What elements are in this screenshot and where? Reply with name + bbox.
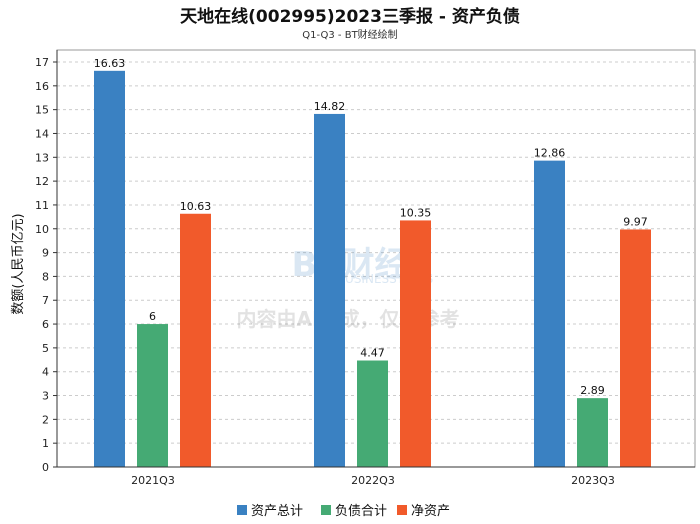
data-label: 2.89: [580, 384, 605, 397]
data-label: 6: [149, 310, 156, 323]
y-tick-label: 4: [42, 366, 49, 379]
y-tick-label: 7: [42, 294, 49, 307]
chart-title: 天地在线(002995)2023三季报 - 资产负债: [180, 6, 520, 27]
y-tick-label: 5: [42, 342, 49, 355]
data-label: 10.63: [180, 200, 212, 213]
data-label: 16.63: [94, 57, 126, 70]
bar-2021Q3-1: [137, 324, 168, 467]
bar-2023Q3-0: [534, 160, 565, 468]
y-tick-label: 17: [35, 56, 49, 69]
bar-2022Q3-2: [400, 220, 431, 467]
x-tick-label: 2023Q3: [571, 474, 615, 487]
bar-2021Q3-2: [180, 213, 211, 467]
y-tick-label: 3: [42, 390, 49, 403]
bar-2023Q3-2: [620, 229, 651, 467]
legend-swatch: [321, 505, 331, 515]
y-tick-label: 13: [35, 151, 49, 164]
data-label: 9.97: [623, 215, 648, 228]
y-tick-label: 12: [35, 175, 49, 188]
legend-swatch: [397, 505, 407, 515]
legend-swatch: [237, 505, 247, 515]
bar-2022Q3-1: [357, 360, 388, 467]
y-tick-label: 8: [42, 270, 49, 283]
data-label: 10.35: [400, 206, 432, 219]
bars: 16.63 6 10.63 14.82 4.47 10.35 12.86 2.89 9.97: [94, 57, 651, 468]
x-tick-label: 2022Q3: [351, 474, 395, 487]
watermark-brand: BT财经: [291, 245, 408, 285]
y-tick-label: 10: [35, 223, 49, 236]
data-label: 12.86: [534, 147, 566, 160]
legend-label: 净资产: [411, 504, 450, 519]
y-tick-label: 15: [35, 104, 49, 117]
bar-2023Q3-1: [577, 398, 608, 467]
x-tick-label: 2021Q3: [131, 474, 175, 487]
legend-label: 资产总计: [251, 504, 303, 519]
data-label: 4.47: [360, 347, 385, 360]
chart-subtitle: Q1-Q3 - BT财经绘制: [302, 28, 397, 41]
y-tick-label: 14: [35, 127, 49, 140]
bar-2022Q3-0: [314, 113, 345, 467]
y-axis-label: 数额(人民币亿元): [11, 213, 26, 314]
legend: 资产总计 负债合计 净资产: [237, 504, 450, 519]
y-tick-label: 6: [42, 318, 49, 331]
y-tick-label: 11: [35, 199, 49, 212]
data-label: 14.82: [314, 100, 346, 113]
bar-2021Q3-0: [94, 70, 125, 468]
y-tick-label: 2: [42, 413, 49, 426]
y-tick-label: 0: [42, 461, 49, 474]
legend-label: 负债合计: [335, 504, 387, 519]
y-tick-label: 1: [42, 437, 49, 450]
y-tick-label: 9: [42, 247, 49, 260]
y-tick-label: 16: [35, 80, 49, 93]
